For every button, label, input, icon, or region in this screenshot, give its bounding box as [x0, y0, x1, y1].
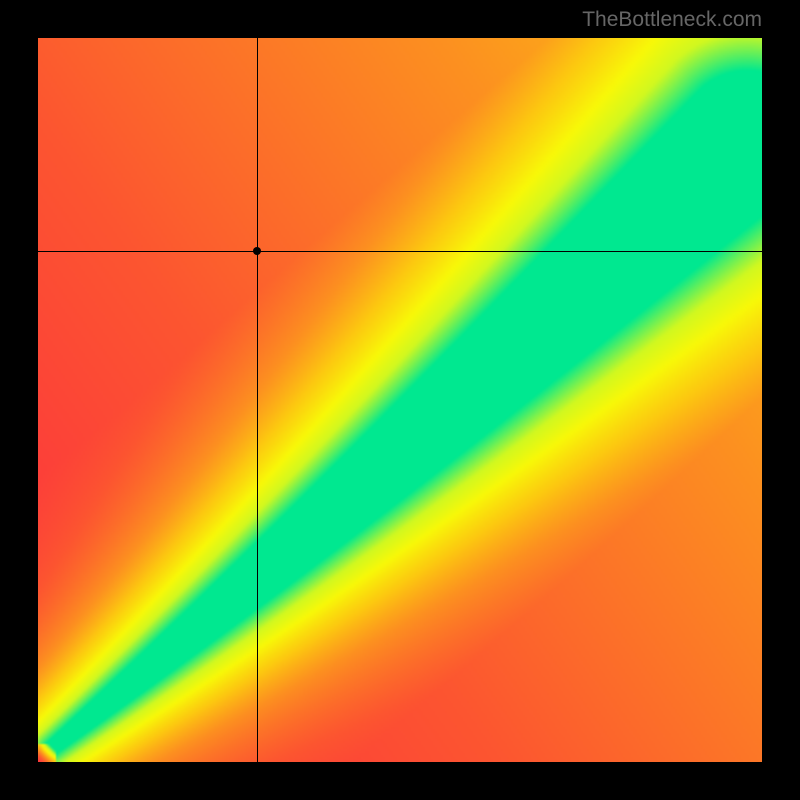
watermark-text: TheBottleneck.com — [582, 8, 762, 32]
heatmap-plot — [38, 38, 762, 762]
heatmap-canvas — [38, 38, 762, 762]
